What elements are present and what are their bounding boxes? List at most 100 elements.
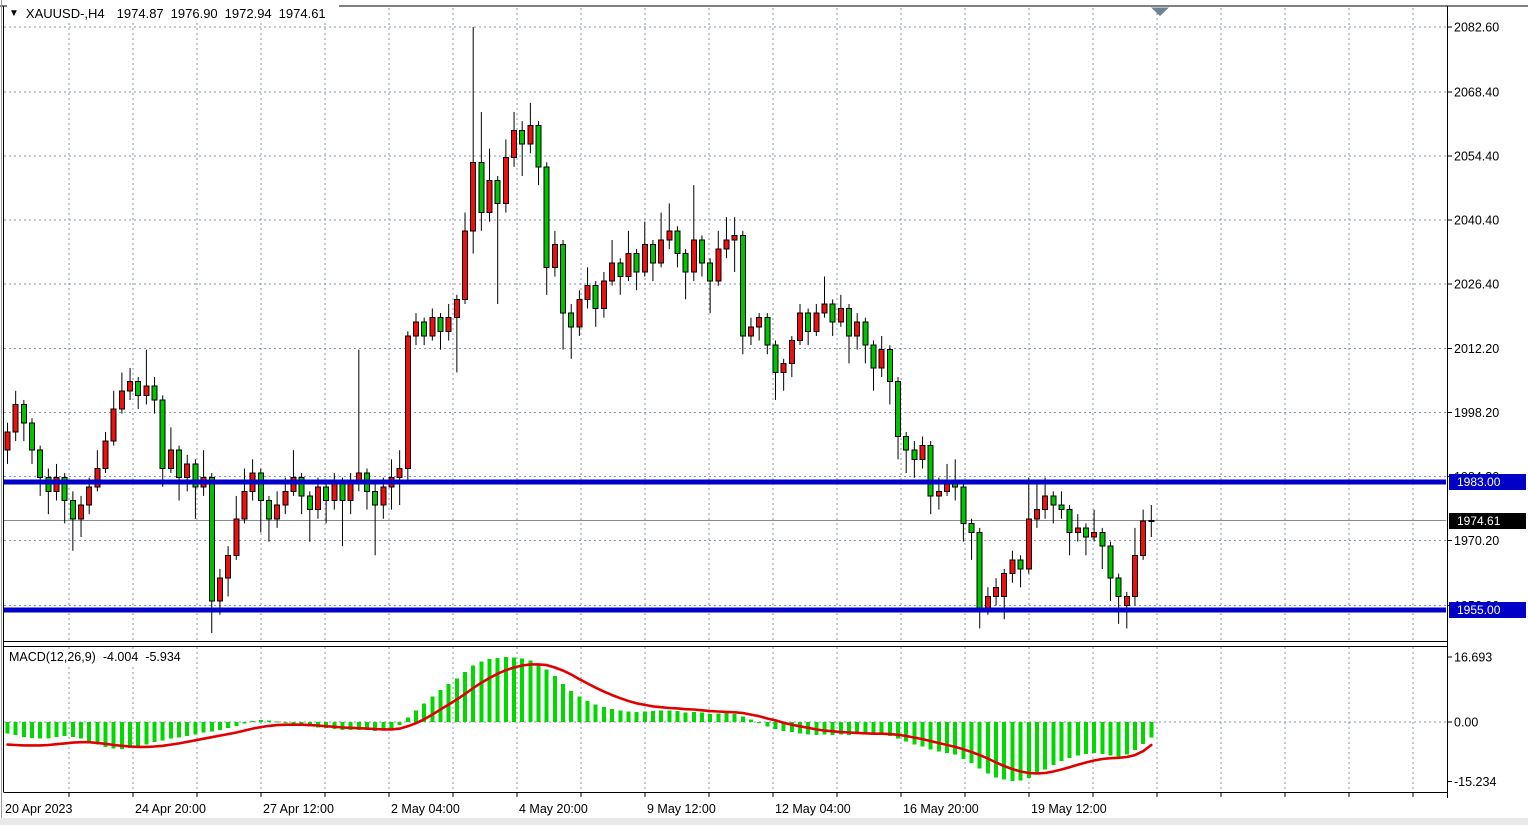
symbol-marker-icon: ▼: [9, 8, 19, 19]
macd-bar: [1092, 722, 1097, 754]
candle: [233, 495, 240, 560]
support-price-badge: 1955.00: [1449, 602, 1526, 618]
candle: [584, 267, 591, 309]
macd-bar: [708, 713, 713, 722]
price-axis-label: 2026.40: [1454, 277, 1499, 291]
candle: [1017, 555, 1024, 588]
candle: [298, 473, 305, 515]
candle: [919, 436, 926, 469]
candle: [200, 450, 207, 496]
candle: [159, 395, 166, 487]
macd-bar: [1051, 722, 1056, 765]
open-value: 1974.87: [116, 6, 164, 21]
macd-bar: [773, 722, 778, 730]
candle: [184, 454, 191, 492]
macd-bar: [650, 711, 655, 722]
macd-bar: [389, 722, 394, 730]
macd-histogram-layer: [5, 656, 1154, 782]
candle: [102, 431, 109, 474]
macd-signal-value: -5.934: [145, 650, 181, 664]
candle: [862, 317, 869, 364]
chart-title: ▼ XAUUSD-,H4 1974.87 1976.90 1972.94 197…: [7, 5, 339, 22]
candle: [331, 473, 338, 510]
candle: [1033, 482, 1040, 528]
candle: [1050, 491, 1057, 524]
macd-bar: [569, 690, 574, 722]
candle: [592, 281, 599, 327]
candle: [1058, 491, 1065, 519]
candle: [347, 473, 354, 515]
candles-layer: [4, 27, 1155, 634]
candle: [413, 313, 419, 346]
candle: [1140, 509, 1147, 560]
candle: [576, 290, 583, 336]
candle: [1099, 527, 1106, 570]
macd-bar: [561, 683, 566, 722]
macd-bar: [626, 711, 631, 722]
macd-bar: [5, 722, 10, 734]
candle: [1082, 523, 1089, 556]
macd-bar: [397, 722, 402, 726]
macd-bar: [340, 722, 345, 730]
macd-bar: [291, 722, 296, 725]
candle: [257, 468, 264, 533]
macd-signal-line: [6, 663, 1153, 775]
candle: [1066, 505, 1073, 556]
candle: [690, 185, 697, 282]
macd-bar: [62, 722, 67, 737]
macd-bar: [438, 690, 443, 722]
macd-bar: [577, 696, 582, 722]
candle: [225, 546, 232, 597]
macd-bar: [1149, 722, 1154, 738]
candle: [135, 377, 142, 410]
candle: [494, 175, 501, 304]
macd-bar: [936, 722, 941, 752]
macd-bar: [904, 722, 909, 742]
macd-bar: [552, 676, 557, 722]
candle: [37, 445, 44, 496]
macd-params-label: MACD(12,26,9): [9, 650, 96, 664]
candle: [429, 308, 436, 341]
macd-axis-label: -15.234: [1454, 775, 1496, 789]
macd-bar: [144, 722, 149, 745]
macd-bar: [985, 722, 990, 774]
macd-bar: [740, 716, 745, 722]
macd-bar: [961, 722, 966, 759]
candle: [968, 518, 975, 560]
macd-bar: [1002, 722, 1007, 780]
candle: [241, 468, 248, 524]
candle: [641, 221, 648, 277]
macd-bar: [119, 722, 124, 749]
candle: [167, 427, 174, 474]
price-axis-label: 1970.20: [1454, 534, 1499, 548]
time-axis-label: 16 May 20:00: [903, 802, 979, 816]
macd-bar: [1132, 722, 1137, 751]
macd-bar: [160, 722, 165, 741]
macd-bar: [830, 722, 835, 735]
candle: [895, 377, 902, 460]
candle: [723, 217, 730, 259]
macd-bar: [871, 722, 876, 736]
macd-bar: [945, 722, 950, 754]
candle: [805, 308, 812, 346]
macd-bar: [994, 722, 999, 778]
candle: [527, 102, 534, 154]
grid-layer: [4, 8, 1446, 792]
macd-bar: [103, 722, 108, 747]
macd-bar: [1010, 722, 1015, 782]
chart-shift-marker-icon[interactable]: [1151, 7, 1169, 17]
candle: [78, 495, 85, 538]
macd-bar: [659, 710, 664, 722]
candle: [682, 249, 689, 300]
candle: [600, 271, 607, 318]
macd-bar: [234, 722, 239, 726]
candle: [1131, 527, 1138, 606]
candle: [788, 335, 795, 378]
macd-bar: [601, 707, 606, 722]
candle: [1074, 514, 1081, 542]
candle: [666, 203, 673, 250]
candle: [535, 121, 542, 186]
macd-bar: [70, 722, 75, 737]
macd-current-value: -4.004: [102, 650, 139, 664]
